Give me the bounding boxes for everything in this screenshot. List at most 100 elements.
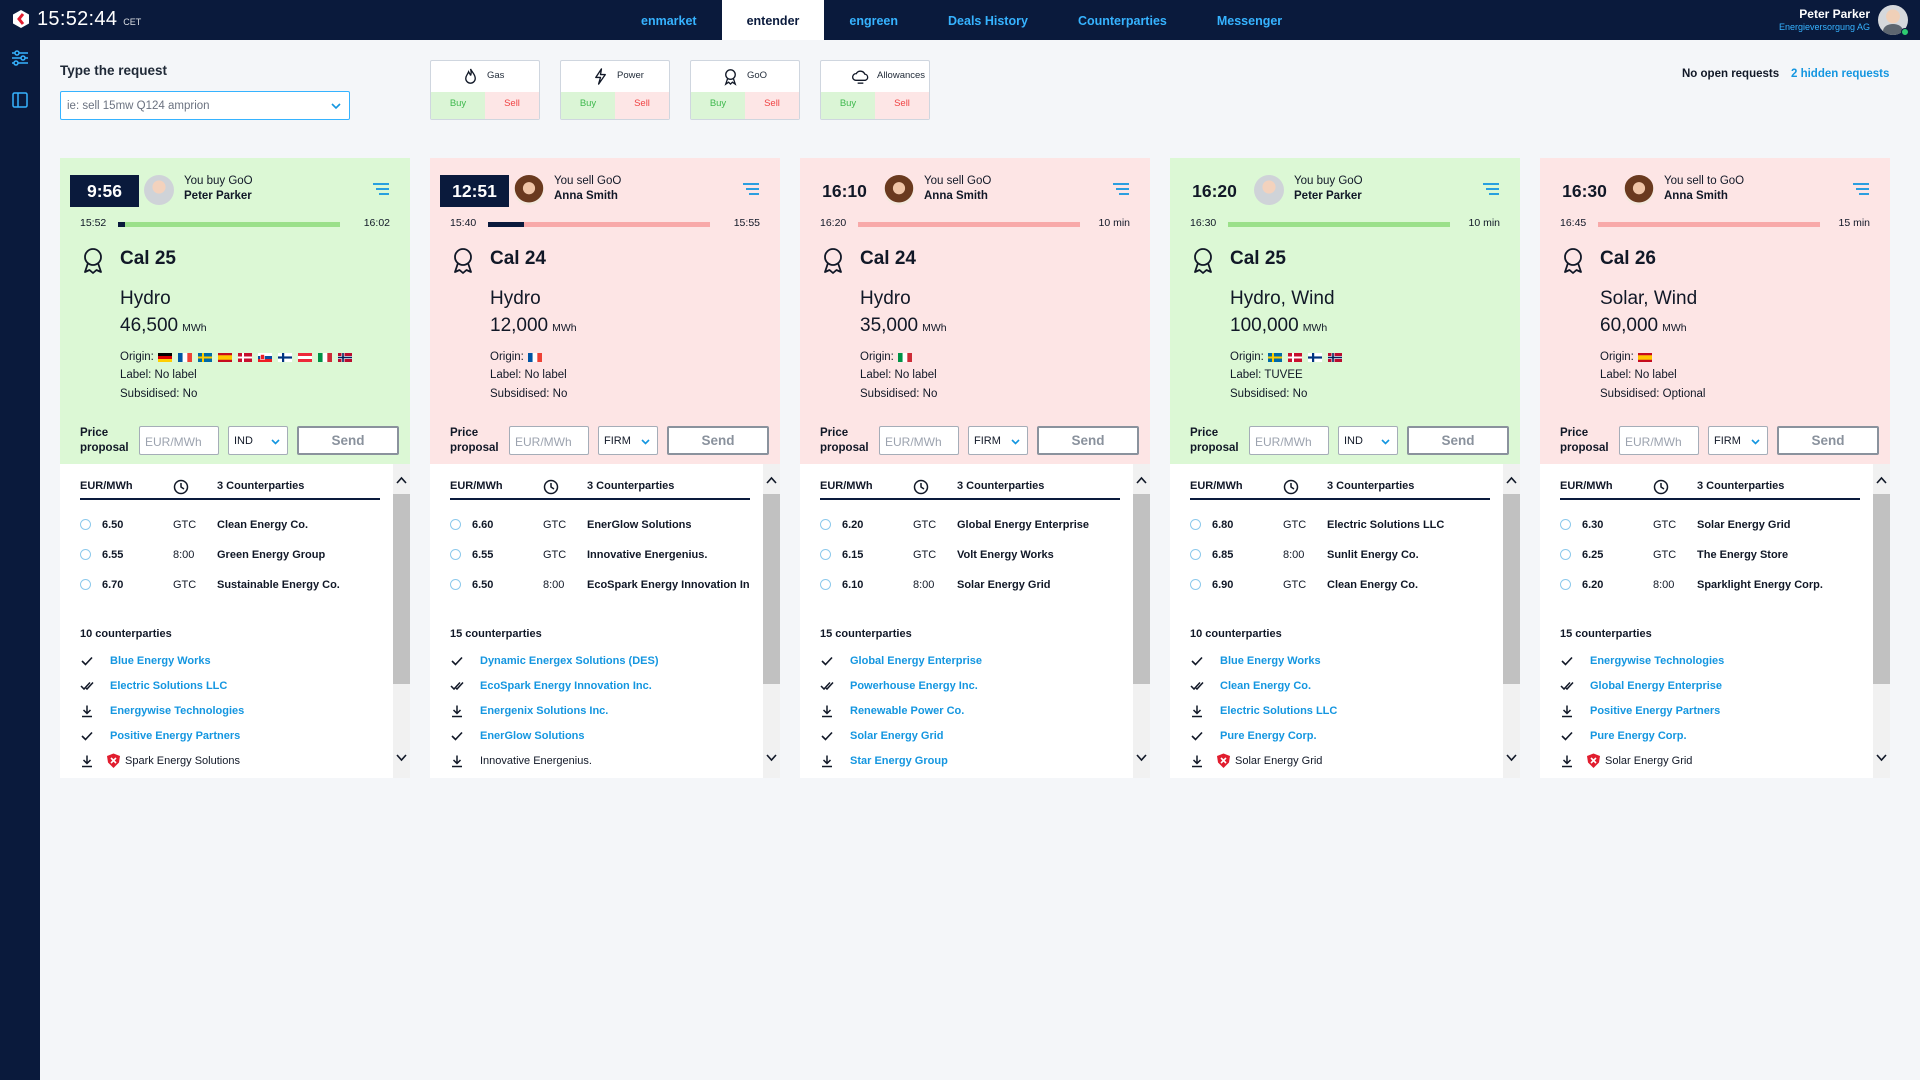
counterparty-row[interactable]: Solar Energy Grid	[820, 729, 1110, 749]
counterparty-row[interactable]: Blue Energy Works	[80, 654, 370, 674]
offer-radio[interactable]	[1190, 519, 1201, 530]
buy-power-button[interactable]: Buy	[561, 92, 615, 119]
offer-row[interactable]: 6.60 GTC EnerGlow Solutions	[450, 517, 750, 537]
counterparty-row[interactable]: EcoSpark Energy Innovation Inc.	[450, 679, 740, 699]
sell-goo-button[interactable]: Sell	[745, 92, 799, 119]
scroll-up-icon[interactable]	[766, 476, 777, 484]
send-button[interactable]: Send	[1037, 426, 1139, 455]
offer-radio[interactable]	[1560, 519, 1571, 530]
buy-gas-button[interactable]: Buy	[431, 92, 485, 119]
counterparty-name[interactable]: Energenix Solutions Inc.	[480, 705, 609, 717]
counterparty-row[interactable]: Energywise Technologies	[1560, 654, 1850, 674]
scroll-down-icon[interactable]	[1506, 754, 1517, 762]
counterparty-row[interactable]: Electric Solutions LLC	[80, 679, 370, 699]
counterparty-name[interactable]: Pure Energy Corp.	[1590, 730, 1687, 742]
offer-row[interactable]: 6.50 GTC Clean Energy Co.	[80, 517, 380, 537]
counterparty-name[interactable]: Solar Energy Grid	[850, 730, 944, 742]
offer-row[interactable]: 6.90 GTC Clean Energy Co.	[1190, 577, 1490, 597]
counterparty-name[interactable]: Pure Energy Corp.	[1220, 730, 1317, 742]
counterparty-row[interactable]: Pure Energy Corp.	[1190, 729, 1480, 749]
offer-radio[interactable]	[450, 579, 461, 590]
sort-icon[interactable]	[1482, 181, 1500, 197]
nav-tab-messenger[interactable]: Messenger	[1216, 14, 1283, 28]
sell-gas-button[interactable]: Sell	[485, 92, 539, 119]
offer-radio[interactable]	[1190, 549, 1201, 560]
counterparty-row[interactable]: Global Energy Enterprise	[1560, 679, 1850, 699]
sort-icon[interactable]	[372, 181, 390, 197]
counterparty-row[interactable]: Global Energy Enterprise	[820, 654, 1110, 674]
offer-row[interactable]: 6.80 GTC Electric Solutions LLC	[1190, 517, 1490, 537]
send-button[interactable]: Send	[1407, 426, 1509, 455]
counterparty-row[interactable]: Pure Energy Corp.	[1560, 729, 1850, 749]
offer-radio[interactable]	[80, 519, 91, 530]
buy-allowances-button[interactable]: Buy	[821, 92, 875, 119]
counterparty-row[interactable]: Clean Energy Co.	[1190, 679, 1480, 699]
counterparty-name[interactable]: Energywise Technologies	[110, 705, 245, 717]
price-input[interactable]: EUR/MWh	[139, 426, 219, 455]
send-button[interactable]: Send	[1777, 426, 1879, 455]
user-info[interactable]: Peter Parker Energieversorgung AG	[1779, 7, 1870, 32]
offer-row[interactable]: 6.85 8:00 Sunlit Energy Co.	[1190, 547, 1490, 567]
counterparty-row[interactable]: Energenix Solutions Inc.	[450, 704, 740, 724]
hidden-requests-link[interactable]: 2 hidden requests	[1791, 68, 1890, 80]
filters-icon[interactable]	[10, 48, 30, 68]
counterparty-name[interactable]: Positive Energy Partners	[1590, 705, 1721, 717]
scrollbar-thumb[interactable]	[393, 494, 410, 684]
sell-allowances-button[interactable]: Sell	[875, 92, 929, 119]
order-type-select[interactable]: IND	[1338, 426, 1398, 455]
price-input[interactable]: EUR/MWh	[1249, 426, 1329, 455]
scrollbar[interactable]	[1133, 464, 1150, 778]
scroll-up-icon[interactable]	[1876, 476, 1887, 484]
counterparty-row[interactable]: Powerhouse Energy Inc.	[820, 679, 1110, 699]
scrollbar-thumb[interactable]	[1873, 494, 1890, 684]
offer-radio[interactable]	[80, 549, 91, 560]
counterparty-name[interactable]: Blue Energy Works	[110, 655, 211, 667]
offer-radio[interactable]	[450, 549, 461, 560]
counterparty-row[interactable]: Star Energy Group	[820, 754, 1110, 774]
scroll-up-icon[interactable]	[1136, 476, 1147, 484]
counterparty-row[interactable]: Electric Solutions LLC	[1190, 704, 1480, 724]
scroll-up-icon[interactable]	[396, 476, 407, 484]
sort-icon[interactable]	[1112, 181, 1130, 197]
offer-row[interactable]: 6.15 GTC Volt Energy Works	[820, 547, 1120, 567]
offer-row[interactable]: 6.55 8:00 Green Energy Group	[80, 547, 380, 567]
counterparty-name[interactable]: Blue Energy Works	[1220, 655, 1321, 667]
counterparty-name[interactable]: Global Energy Enterprise	[1590, 680, 1723, 692]
counterparty-name[interactable]: Positive Energy Partners	[110, 730, 241, 742]
offer-radio[interactable]	[1190, 579, 1201, 590]
offer-radio[interactable]	[820, 579, 831, 590]
offer-radio[interactable]	[1560, 579, 1571, 590]
offer-radio[interactable]	[820, 549, 831, 560]
counterparty-name[interactable]: Energywise Technologies	[1590, 655, 1725, 667]
nav-tab-entender[interactable]: entender	[721, 0, 825, 40]
offer-radio[interactable]	[450, 519, 461, 530]
counterparty-name[interactable]: Star Energy Group	[850, 755, 948, 767]
panel-icon[interactable]	[10, 90, 30, 110]
offer-row[interactable]: 6.30 GTC Solar Energy Grid	[1560, 517, 1860, 537]
offer-radio[interactable]	[80, 579, 91, 590]
scrollbar[interactable]	[1503, 464, 1520, 778]
scrollbar[interactable]	[763, 464, 780, 778]
send-button[interactable]: Send	[297, 426, 399, 455]
counterparty-row[interactable]: Spark Energy Solutions	[80, 753, 370, 774]
request-input[interactable]: ie: sell 15mw Q124 amprion	[60, 91, 350, 120]
scroll-up-icon[interactable]	[1506, 476, 1517, 484]
counterparty-name[interactable]: Electric Solutions LLC	[110, 680, 228, 692]
scrollbar-thumb[interactable]	[1133, 494, 1150, 684]
counterparty-name[interactable]: Clean Energy Co.	[1220, 680, 1312, 692]
counterparty-row[interactable]: EnerGlow Solutions	[450, 729, 740, 749]
counterparty-row[interactable]: Solar Energy Grid	[1560, 753, 1850, 774]
order-type-select[interactable]: IND	[228, 426, 288, 455]
buy-goo-button[interactable]: Buy	[691, 92, 745, 119]
price-input[interactable]: EUR/MWh	[1619, 426, 1699, 455]
counterparty-row[interactable]: Renewable Power Co.	[820, 704, 1110, 724]
chevron-down-icon[interactable]	[331, 101, 341, 111]
counterparty-row[interactable]: Positive Energy Partners	[80, 729, 370, 749]
scroll-down-icon[interactable]	[1136, 754, 1147, 762]
offer-row[interactable]: 6.20 GTC Global Energy Enterprise	[820, 517, 1120, 537]
order-type-select[interactable]: FIRM	[968, 426, 1028, 455]
nav-tab-enmarket[interactable]: enmarket	[641, 14, 697, 28]
order-type-select[interactable]: FIRM	[1708, 426, 1768, 455]
scroll-down-icon[interactable]	[1876, 754, 1887, 762]
counterparty-name[interactable]: Renewable Power Co.	[850, 705, 965, 717]
